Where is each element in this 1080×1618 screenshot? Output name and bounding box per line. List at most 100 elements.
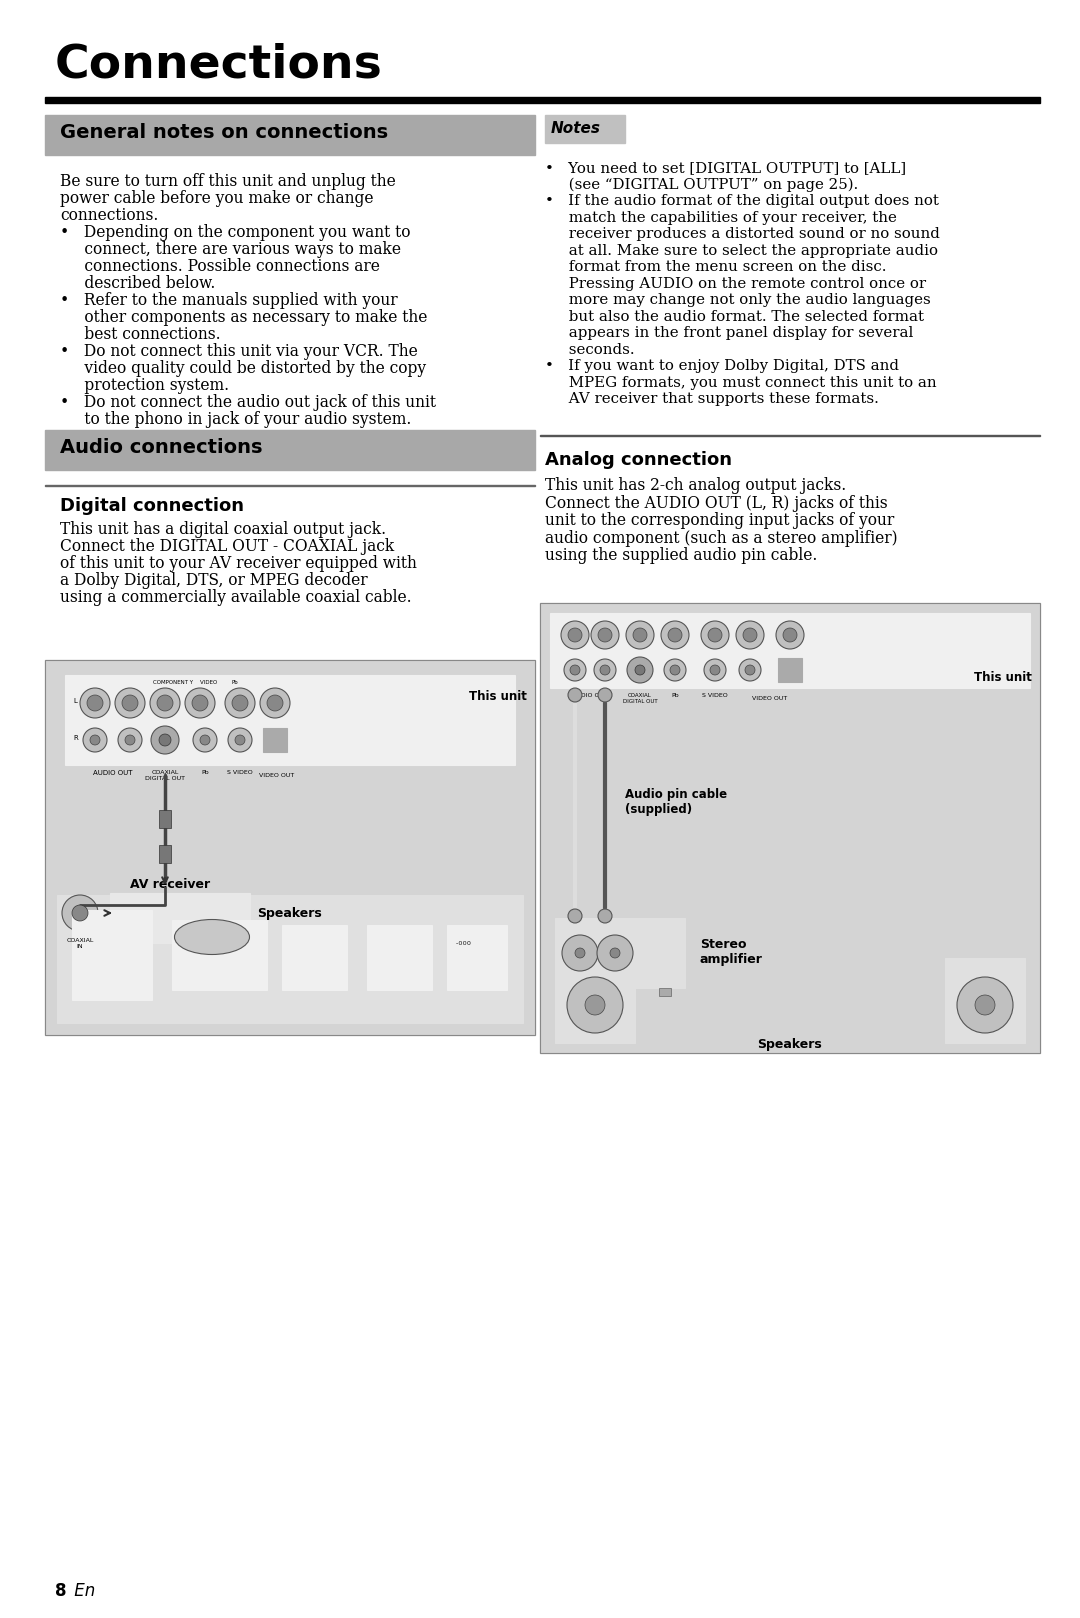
Bar [264,728,287,752]
Bar [45,430,535,469]
Circle shape [610,948,620,958]
Bar [550,613,1030,688]
Circle shape [627,657,653,683]
Text: connections.: connections. [60,207,159,223]
Circle shape [568,909,582,922]
Text: connections. Possible connections are: connections. Possible connections are [60,257,380,275]
Text: S VIDEO: S VIDEO [702,693,728,697]
Text: Speakers: Speakers [758,1039,822,1052]
Text: •   If the audio format of the digital output does not: • If the audio format of the digital out… [545,194,939,209]
Circle shape [87,696,103,710]
Circle shape [568,628,582,642]
Text: Pb: Pb [231,680,239,684]
Text: receiver produces a distorted sound or no sound: receiver produces a distorted sound or n… [545,227,940,241]
Circle shape [72,904,87,921]
Circle shape [150,688,180,718]
Text: best connections.: best connections. [60,325,220,343]
Text: Be sure to turn off this unit and unplug the: Be sure to turn off this unit and unplug… [60,173,395,189]
Text: VIDEO OUT: VIDEO OUT [259,773,295,778]
Text: seconds.: seconds. [545,343,635,356]
Circle shape [670,665,680,675]
Circle shape [232,696,248,710]
Circle shape [600,665,610,675]
Circle shape [80,688,110,718]
Circle shape [598,909,612,922]
Text: Stereo
amplifier: Stereo amplifier [700,938,762,966]
Circle shape [743,628,757,642]
Text: This unit has 2-ch analog output jacks.: This unit has 2-ch analog output jacks. [545,477,847,493]
Circle shape [118,728,141,752]
Text: •   Depending on the component you want to: • Depending on the component you want to [60,223,410,241]
Text: •   Refer to the manuals supplied with your: • Refer to the manuals supplied with you… [60,291,397,309]
Circle shape [626,621,654,649]
Bar [65,675,515,765]
Text: unit to the corresponding input jacks of your: unit to the corresponding input jacks of… [545,511,894,529]
Text: Digital connection: Digital connection [60,497,244,515]
Text: Audio connections: Audio connections [60,438,262,456]
Circle shape [564,659,586,681]
Circle shape [585,995,605,1014]
Text: Analog connection: Analog connection [545,451,732,469]
Circle shape [114,688,145,718]
Circle shape [235,735,245,744]
Text: COAXIAL
DIGITAL OUT: COAXIAL DIGITAL OUT [145,770,185,781]
Bar [45,115,535,155]
Bar [110,893,249,943]
Text: -ooo: -ooo [455,940,472,947]
Circle shape [568,688,582,702]
Text: Connect the DIGITAL OUT - COAXIAL jack: Connect the DIGITAL OUT - COAXIAL jack [60,539,394,555]
Bar [159,811,171,828]
Text: of this unit to your AV receiver equipped with: of this unit to your AV receiver equippe… [60,555,417,573]
Bar [945,958,1025,1044]
Text: AV receiver: AV receiver [130,879,211,892]
Bar [172,921,267,990]
Bar [555,917,685,989]
Circle shape [570,665,580,675]
Text: Connections: Connections [55,42,383,87]
Circle shape [664,659,686,681]
Circle shape [745,665,755,675]
Bar [447,925,507,990]
Text: match the capabilities of your receiver, the: match the capabilities of your receiver,… [545,210,896,225]
Circle shape [225,688,255,718]
Text: (see “DIGITAL OUTPUT” on page 25).: (see “DIGITAL OUTPUT” on page 25). [545,178,859,193]
Text: at all. Make sure to select the appropriate audio: at all. Make sure to select the appropri… [545,243,939,257]
Circle shape [704,659,726,681]
Bar [540,604,1040,1053]
Bar [159,845,171,862]
Circle shape [157,696,173,710]
Circle shape [192,696,208,710]
Bar [72,909,152,1000]
Text: AUDIO OUT: AUDIO OUT [93,770,133,777]
Text: This unit: This unit [974,671,1032,684]
Text: •   You need to set [DIGITAL OUTPUT] to [ALL]: • You need to set [DIGITAL OUTPUT] to [A… [545,162,906,175]
Circle shape [777,621,804,649]
Text: S VIDEO: S VIDEO [227,770,253,775]
Bar [122,943,138,953]
Circle shape [62,895,98,930]
Text: but also the audio format. The selected format: but also the audio format. The selected … [545,309,924,324]
Text: audio component (such as a stereo amplifier): audio component (such as a stereo amplif… [545,529,897,547]
Circle shape [125,735,135,744]
Bar [45,660,535,1036]
Bar [45,97,1040,104]
Circle shape [122,696,138,710]
Text: power cable before you make or change: power cable before you make or change [60,189,374,207]
Text: COAXIAL
DIGITAL OUT: COAXIAL DIGITAL OUT [623,693,658,704]
Circle shape [200,735,210,744]
Circle shape [159,735,171,746]
Text: •   Do not connect the audio out jack of this unit: • Do not connect the audio out jack of t… [60,395,436,411]
Text: R: R [73,735,78,741]
Circle shape [739,659,761,681]
Text: more may change not only the audio languages: more may change not only the audio langu… [545,293,931,307]
Circle shape [185,688,215,718]
Circle shape [710,665,720,675]
Text: video quality could be distorted by the copy: video quality could be distorted by the … [60,359,427,377]
Text: using a commercially available coaxial cable.: using a commercially available coaxial c… [60,589,411,607]
Bar [569,989,581,997]
Text: described below.: described below. [60,275,215,291]
Circle shape [228,728,252,752]
Circle shape [562,935,598,971]
Bar [545,115,625,142]
Text: •   Do not connect this unit via your VCR. The: • Do not connect this unit via your VCR.… [60,343,418,359]
